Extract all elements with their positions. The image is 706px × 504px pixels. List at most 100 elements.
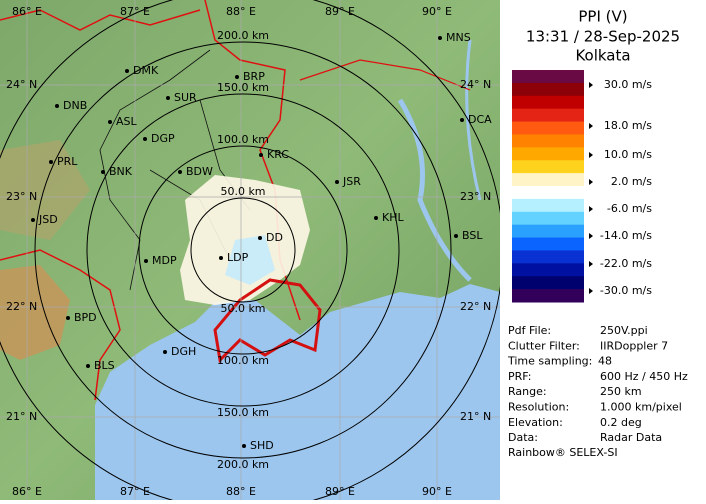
lon-label: 89° E [325, 5, 355, 18]
lat-label: 22° N [6, 300, 37, 313]
panel-site: Kolkata [575, 47, 630, 65]
station-label: BPD [74, 311, 97, 324]
river [397, 98, 472, 282]
clutter [213, 278, 322, 364]
info-value: 250V.ppi [600, 324, 648, 337]
station-label: MDP [152, 254, 177, 267]
station-dot [258, 236, 262, 240]
color-swatch [512, 70, 584, 84]
range-label: 100.0 km [217, 133, 269, 146]
station-dot [86, 364, 90, 368]
lat-label: 23° N [6, 190, 37, 203]
scale-arrow [589, 206, 593, 212]
station-label: BDW [186, 165, 213, 178]
station-dot [438, 36, 442, 40]
station-label: DMK [133, 64, 159, 77]
info-value: 0.2 deg [600, 416, 642, 429]
station-dot [242, 444, 246, 448]
station-dot [166, 96, 170, 100]
station-dot [235, 75, 239, 79]
station-dot [219, 256, 223, 260]
range-label: 150.0 km [217, 406, 269, 419]
scale-label: 10.0 m/s [604, 148, 652, 161]
lat-label: 21° N [460, 410, 491, 423]
scale-label: -30.0 m/s [600, 284, 652, 297]
station-label: BRP [243, 70, 265, 83]
station-label: DD [266, 231, 283, 244]
color-swatch [512, 173, 584, 187]
scale-arrow [589, 152, 593, 158]
range-label: 200.0 km [217, 29, 269, 42]
station-dot [374, 216, 378, 220]
lon-label: 88° E [226, 5, 256, 18]
lon-label: 88° E [226, 485, 256, 498]
station-label: ASL [116, 115, 138, 128]
color-swatch [512, 186, 584, 200]
station-dot [259, 153, 263, 157]
color-swatch [512, 263, 584, 277]
info-key: Clutter Filter: [508, 339, 580, 352]
station-label: LDP [227, 251, 249, 264]
station-label: DGP [151, 132, 175, 145]
river [465, 39, 482, 201]
station-dot [31, 218, 35, 222]
range-ring [34, 41, 452, 459]
lon-label: 87° E [120, 5, 150, 18]
color-swatch [512, 147, 584, 161]
info-value: Radar Data [600, 431, 662, 444]
info-key: Elevation: [508, 416, 563, 429]
station-label: SUR [174, 91, 197, 104]
station-dot [49, 160, 53, 164]
border [299, 59, 471, 91]
info-value: 250 km [600, 385, 642, 398]
panel-time: 13:31 / 28-Sep-2025 [526, 28, 680, 46]
color-swatch [512, 289, 584, 303]
lat-label: 22° N [460, 300, 491, 313]
lat-label: 21° N [6, 410, 37, 423]
station-dot [66, 316, 70, 320]
station-dot [335, 180, 339, 184]
info-value: 1.000 km/pixel [600, 401, 682, 414]
color-swatch [512, 211, 584, 226]
info-value: 48 [598, 355, 612, 368]
scale-arrow [589, 288, 593, 294]
scale-label: 2.0 m/s [611, 175, 652, 188]
info-value: IIRDoppler 7 [600, 339, 668, 352]
station-dot [101, 170, 105, 174]
scale-arrow [589, 233, 593, 239]
station-dot [108, 120, 112, 124]
panel-footer: Rainbow® SELEX-SI [508, 446, 618, 459]
station-dot [55, 104, 59, 108]
color-swatch [512, 250, 584, 264]
color-swatch [512, 82, 584, 97]
color-swatch [512, 95, 584, 110]
scale-label: 18.0 m/s [604, 119, 652, 132]
lon-label: 87° E [120, 485, 150, 498]
range-ring [138, 145, 348, 355]
range-label: 150.0 km [217, 81, 269, 94]
station-dot [163, 350, 167, 354]
color-swatch [512, 108, 584, 123]
lat-label: 24° N [460, 78, 491, 91]
color-swatch [512, 160, 584, 174]
range-ring [86, 93, 400, 407]
station-dot [144, 259, 148, 263]
border [0, 9, 201, 31]
color-swatch [512, 237, 584, 251]
station-label: PRL [57, 155, 78, 168]
info-key: Resolution: [508, 401, 569, 414]
lon-label: 90° E [422, 485, 452, 498]
range-ring [190, 197, 296, 303]
info-key: Data: [508, 431, 538, 444]
lon-label: 86° E [12, 5, 42, 18]
info-key: PRF: [508, 370, 531, 383]
border [0, 249, 121, 401]
range-label: 200.0 km [217, 458, 269, 471]
sea [95, 284, 500, 500]
highland [0, 140, 90, 240]
station-label: JSR [342, 175, 361, 188]
station-label: BNK [109, 165, 133, 178]
scale-arrow [589, 179, 593, 185]
scale-label: 30.0 m/s [604, 78, 652, 91]
station-dot [143, 137, 147, 141]
